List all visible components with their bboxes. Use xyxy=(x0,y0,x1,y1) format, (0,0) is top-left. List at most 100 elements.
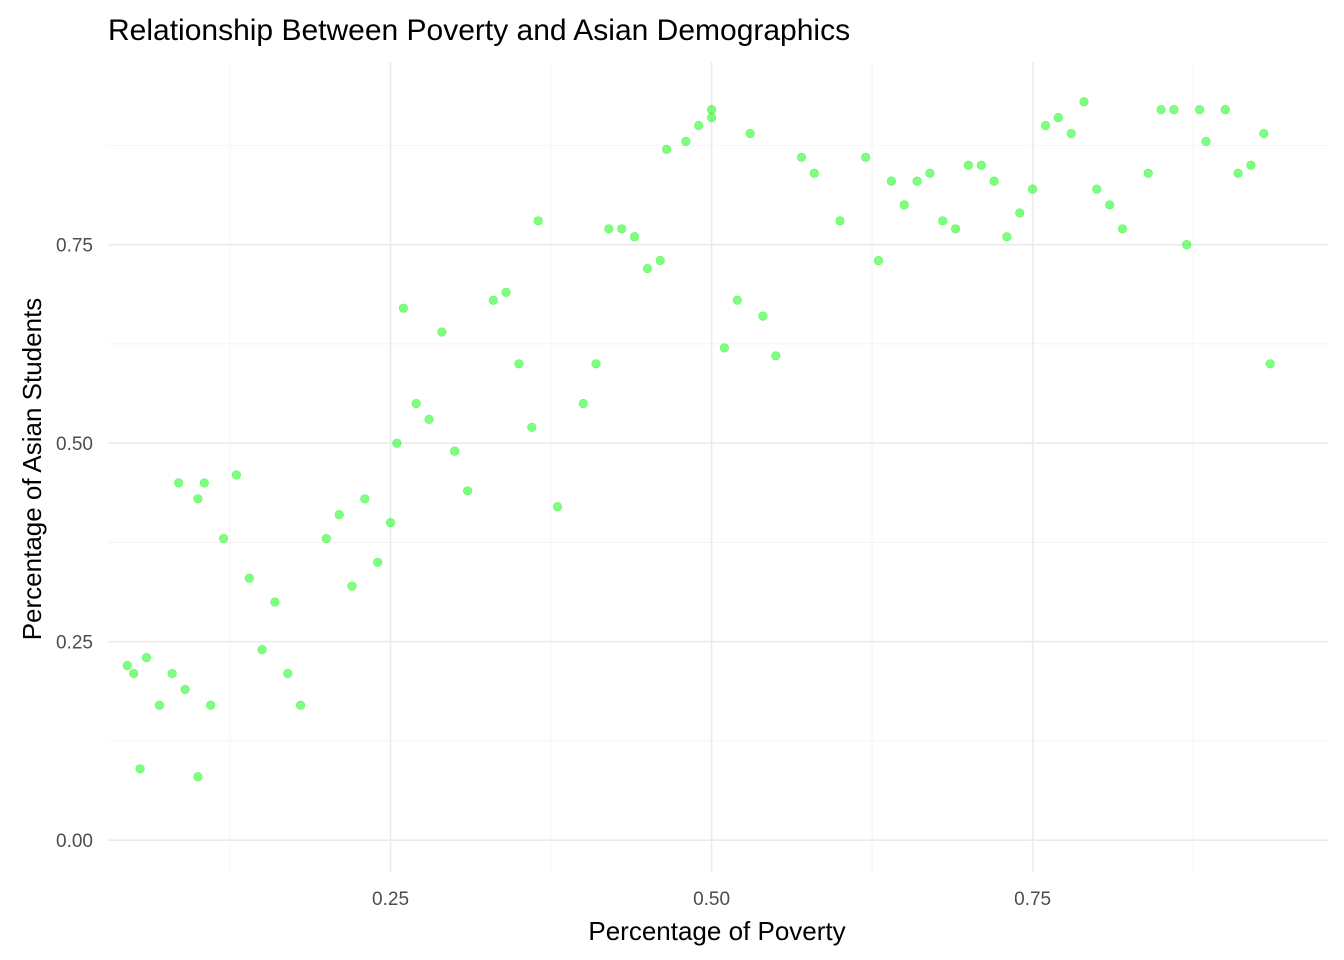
data-point xyxy=(771,351,781,361)
data-point xyxy=(122,660,132,671)
data-point xyxy=(135,764,145,774)
data-point xyxy=(745,128,755,139)
data-point xyxy=(1182,240,1192,250)
data-point xyxy=(950,224,961,234)
data-point xyxy=(861,152,871,162)
data-point xyxy=(1105,200,1115,210)
grid xyxy=(108,62,1328,872)
data-point xyxy=(385,517,396,528)
x-axis-title: Percentage of Poverty xyxy=(588,916,845,946)
data-point xyxy=(1220,104,1230,115)
data-point xyxy=(373,557,383,567)
data-point xyxy=(1246,160,1256,170)
data-point xyxy=(463,486,473,496)
data-point xyxy=(809,168,819,178)
y-tick-label: 0.00 xyxy=(56,831,93,852)
data-point xyxy=(989,176,999,186)
data-point xyxy=(694,120,704,131)
data-point xyxy=(514,359,524,369)
data-point xyxy=(1143,168,1153,178)
data-point xyxy=(154,700,164,710)
data-point xyxy=(1015,208,1025,218)
data-point xyxy=(174,478,184,488)
data-point xyxy=(193,494,203,504)
chart-title: Relationship Between Poverty and Asian D… xyxy=(108,14,850,47)
y-tick-label: 0.75 xyxy=(56,236,93,257)
data-point xyxy=(334,509,344,520)
data-point xyxy=(1053,112,1063,123)
data-point xyxy=(661,144,672,154)
data-point xyxy=(527,422,537,432)
y-tick-label: 0.25 xyxy=(56,633,93,654)
data-point xyxy=(1201,136,1211,146)
data-point xyxy=(321,533,331,544)
data-point xyxy=(199,478,209,488)
data-point xyxy=(1027,184,1038,194)
data-point xyxy=(1194,104,1205,115)
data-point xyxy=(206,700,216,710)
data-point xyxy=(1259,128,1269,139)
data-point xyxy=(392,438,402,448)
data-point xyxy=(1079,97,1089,107)
data-point xyxy=(270,597,280,607)
data-point xyxy=(398,303,409,313)
data-point xyxy=(1265,359,1275,369)
data-point xyxy=(938,216,948,226)
data-point xyxy=(591,359,601,369)
data-point xyxy=(578,398,588,409)
data-point xyxy=(681,136,691,146)
y-axis-title: Percentage of Asian Students xyxy=(17,298,47,641)
data-point xyxy=(283,668,293,679)
x-tick-label: 0.75 xyxy=(1014,889,1051,910)
data-point xyxy=(1092,184,1102,194)
data-point xyxy=(231,470,241,480)
x-axis-ticks: 0.25 0.50 0.75 xyxy=(372,889,1051,910)
data-point xyxy=(642,263,653,274)
data-point xyxy=(129,668,139,679)
y-axis-ticks: 0.00 0.25 0.50 0.75 xyxy=(56,236,93,853)
data-point xyxy=(655,255,665,266)
data-point xyxy=(219,533,229,544)
data-point xyxy=(437,327,447,337)
data-point xyxy=(180,684,190,695)
data-point xyxy=(1040,120,1051,131)
data-point xyxy=(411,398,421,409)
data-point xyxy=(719,343,730,353)
data-point xyxy=(963,160,974,170)
data-point xyxy=(732,295,742,305)
data-point xyxy=(976,160,986,170)
data-point xyxy=(1066,128,1076,139)
x-tick-label: 0.50 xyxy=(693,889,730,910)
data-point xyxy=(886,176,897,186)
data-point xyxy=(552,502,563,512)
data-point xyxy=(899,200,909,210)
data-point xyxy=(141,652,152,663)
data-point xyxy=(193,772,203,782)
data-point xyxy=(604,224,614,234)
data-point xyxy=(873,255,884,266)
data-point xyxy=(617,224,627,234)
data-point xyxy=(347,581,357,591)
data-point xyxy=(1169,104,1179,115)
x-tick-label: 0.25 xyxy=(372,889,409,910)
data-point xyxy=(488,295,498,305)
data-point xyxy=(835,216,845,226)
data-point xyxy=(925,168,935,178)
data-point xyxy=(796,152,807,162)
data-point xyxy=(706,104,717,115)
data-point xyxy=(533,216,543,226)
data-point xyxy=(167,668,177,679)
data-point xyxy=(1233,168,1243,178)
data-point xyxy=(912,176,922,186)
data-point xyxy=(296,700,306,710)
data-point xyxy=(360,494,370,504)
data-point xyxy=(244,573,254,583)
y-tick-label: 0.50 xyxy=(56,434,93,455)
data-point xyxy=(1002,232,1012,242)
data-point xyxy=(1117,224,1128,234)
data-point xyxy=(424,414,434,425)
data-point xyxy=(706,112,717,123)
data-point xyxy=(257,644,267,655)
data-point xyxy=(1156,104,1166,115)
